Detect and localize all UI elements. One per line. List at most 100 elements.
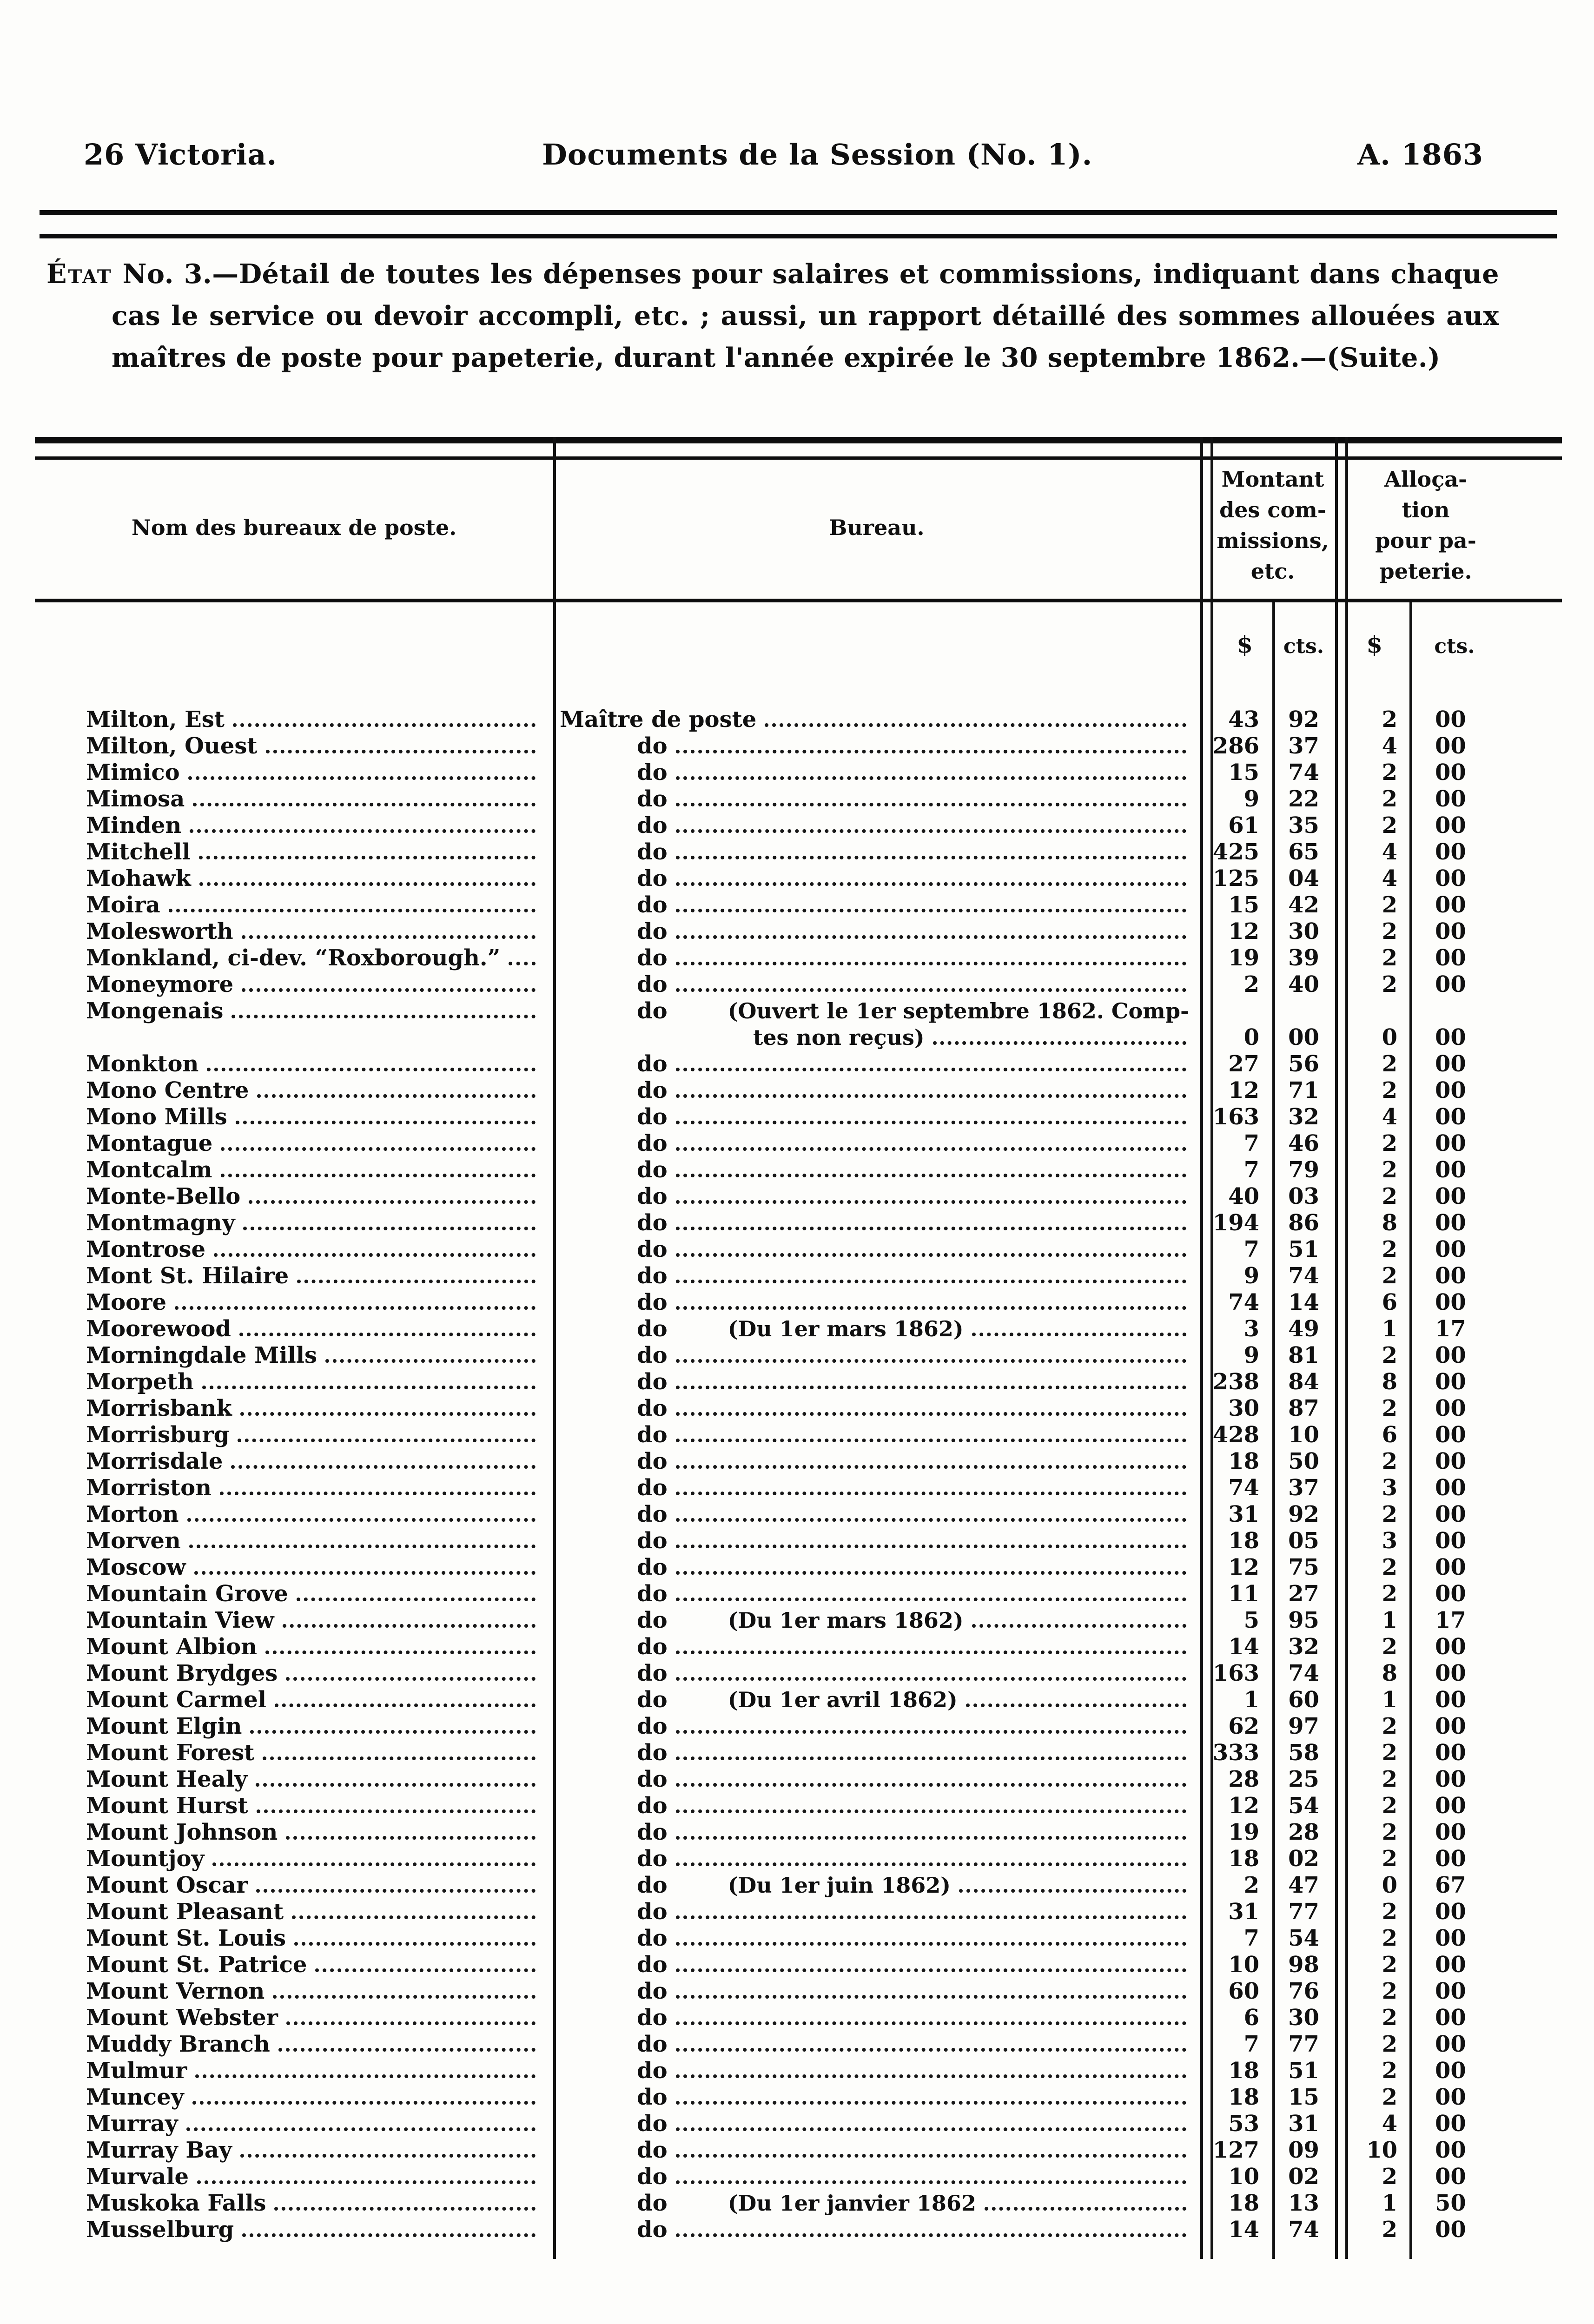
table-row: Mount Vernon do 60 76 2 00 [35, 1978, 1562, 2005]
allocation-cents: 00 [1435, 2164, 1466, 2190]
bureau-label: do [637, 2137, 668, 2163]
bureau-label: do [637, 839, 668, 865]
table-row: Murray Bay do 127 09 10 00 [35, 2137, 1562, 2164]
allocation-cents: 00 [1435, 1448, 1466, 1474]
post-office-name-cell: Mount Johnson [35, 1819, 553, 1846]
table-row: Mountain Grove do 11 27 2 00 [35, 1581, 1562, 1607]
bureau-label: do [637, 1846, 668, 1872]
table-row: Morrisbank do 30 87 2 00 [35, 1395, 1562, 1422]
dot-leader [675, 1677, 1186, 1681]
commission-cents: 02 [1288, 1846, 1319, 1872]
allocation-dollars: 8 [1382, 1660, 1397, 1686]
commission-cents: 98 [1288, 1952, 1319, 1978]
allocation-cents: 00 [1435, 2137, 1466, 2163]
bureau-line: do [553, 1925, 1200, 1952]
dot-leader [231, 1015, 536, 1018]
post-office-name: Montrose [86, 1236, 206, 1262]
post-office-name: Montmagny [86, 1210, 235, 1236]
allocation-cents: 00 [1435, 918, 1466, 944]
post-office-name-cell: Montcalm [35, 1157, 553, 1183]
bureau-line: do [553, 1846, 1200, 1872]
allocation-dollars: 2 [1382, 945, 1397, 971]
dot-leader [194, 1571, 536, 1575]
commission-dollars: 0 [1243, 1024, 1259, 1050]
bureau-label: do [637, 1766, 668, 1792]
table-body: Milton, Est Maître de poste 43 92 2 00 M… [35, 706, 1562, 2243]
post-office-name: Molesworth [86, 918, 233, 944]
bureau-cell: do [553, 1793, 1200, 1819]
allocation-dollars: 1 [1382, 1687, 1397, 1713]
post-office-name-cell: Moore [35, 1289, 553, 1316]
table-row: Milton, Est Maître de poste 43 92 2 00 [35, 706, 1562, 733]
dot-leader [675, 1227, 1186, 1230]
commission-cents: 50 [1288, 1448, 1319, 1474]
table-row: Monkland, ci-dev. “Roxborough.” do 19 39… [35, 945, 1562, 971]
bureau-line: do [553, 733, 1200, 759]
bureau-note: (Ouvert le 1er septembre 1862. Comp- [728, 998, 1190, 1023]
dot-leader [972, 1333, 1186, 1336]
post-office-name-cell: Murvale [35, 2164, 553, 2190]
post-office-name: Mount Pleasant [86, 1899, 284, 1925]
dot-leader [972, 1624, 1186, 1628]
commission-cents: 00 [1288, 1024, 1319, 1050]
commission-cents: 04 [1288, 865, 1319, 891]
post-office-name: Mount Brydges [86, 1660, 278, 1686]
allocation-dollars: 2 [1382, 1130, 1397, 1156]
bureau-line: do (Ouvert le 1er septembre 1862. Comp- [553, 998, 1200, 1024]
post-office-name-cell: Muskoka Falls [35, 2190, 553, 2217]
allocation-cents: 00 [1435, 1157, 1466, 1183]
dot-leader [675, 2101, 1186, 2105]
bureau-cell: do [553, 1766, 1200, 1793]
allocation-cents: 00 [1435, 1581, 1466, 1607]
allocation-cents: 00 [1435, 1183, 1466, 1209]
table-row: Mimosa do 9 22 2 00 [35, 786, 1562, 812]
commission-dollar-sign: $ [1237, 631, 1253, 658]
commission-dollars: 14 [1228, 1634, 1259, 1660]
commission-cents: 05 [1288, 1528, 1319, 1554]
bureau-label: do [637, 945, 668, 971]
bureau-line: do [553, 1978, 1200, 2005]
post-office-name-cell: Murray Bay [35, 2137, 553, 2164]
col-header-bureau: Bureau. [829, 515, 925, 540]
bureau-line: do [553, 2137, 1200, 2164]
post-office-name-cell: Mount Elgin [35, 1713, 553, 1740]
post-office-name: Mulmur [86, 2058, 187, 2084]
commission-cents: 92 [1288, 706, 1319, 733]
allocation-cents: 00 [1435, 1236, 1466, 1262]
table-row: Moscow do 12 75 2 00 [35, 1554, 1562, 1581]
post-office-name-cell: Molesworth [35, 918, 553, 945]
allocation-dollars: 0 [1382, 1024, 1397, 1050]
bureau-line: do [553, 1554, 1200, 1581]
allocation-dollars: 4 [1382, 1104, 1397, 1130]
dot-leader [175, 1306, 536, 1310]
bureau-line: do [553, 2084, 1200, 2111]
table-row: Morton do 31 92 2 00 [35, 1501, 1562, 1528]
bureau-line: do (Du 1er juin 1862) [553, 1872, 1200, 1899]
allocation-dollars: 2 [1382, 1713, 1397, 1739]
bureau-line: do [553, 1342, 1200, 1369]
commission-cents: 58 [1288, 1740, 1319, 1766]
dot-leader [675, 2180, 1186, 2184]
dot-leader [212, 1862, 536, 1866]
bureau-label: do [637, 1236, 668, 1262]
post-office-name: Morpeth [86, 1369, 194, 1395]
dot-leader [675, 1915, 1186, 1919]
dot-leader [675, 829, 1186, 833]
allocation-cents: 00 [1435, 759, 1466, 786]
allocation-cents: 00 [1435, 1952, 1466, 1978]
post-office-name-cell: Musselburg [35, 2217, 553, 2243]
bureau-line: do [553, 1766, 1200, 1793]
dot-leader [675, 1200, 1186, 1204]
commission-dollars: 27 [1228, 1051, 1259, 1077]
allocation-dollars: 4 [1382, 839, 1397, 865]
bureau-cell: do [553, 1051, 1200, 1077]
bureau-label: do [637, 1740, 668, 1766]
commission-cents: 47 [1288, 1872, 1319, 1898]
allocation-dollars: 2 [1382, 1183, 1397, 1209]
post-office-name: Muskoka Falls [86, 2190, 266, 2216]
bureau-line: do [553, 759, 1200, 786]
expense-table: Nom des bureaux de poste. Bureau. Montan… [35, 437, 1562, 2291]
post-office-name: Moscow [86, 1554, 186, 1580]
dot-leader [675, 1942, 1186, 1946]
bureau-cell: do [553, 1263, 1200, 1289]
